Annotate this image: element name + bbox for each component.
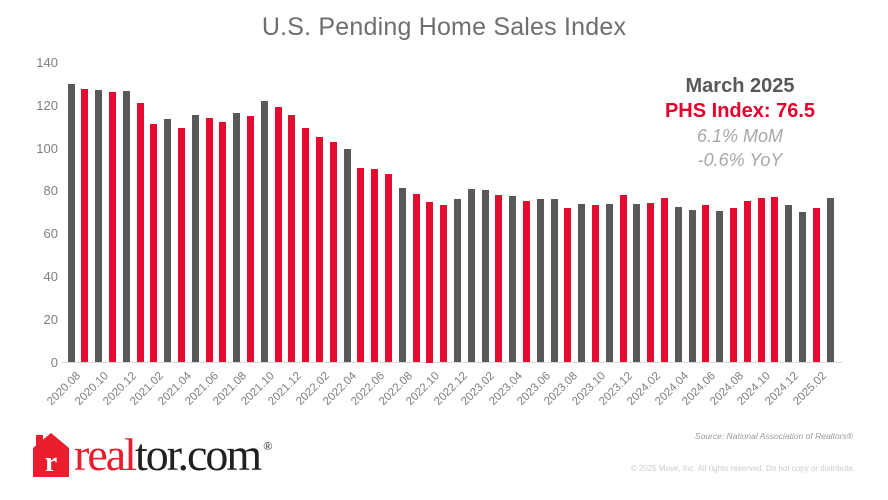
y-axis-label-40: 40 — [43, 269, 58, 285]
bar-2020.12 — [122, 91, 130, 363]
y-axis-label-100: 100 — [36, 140, 58, 156]
bar-2023.01 — [467, 188, 475, 363]
bar-2024.04 — [674, 206, 682, 363]
bar-2021.06 — [205, 117, 213, 363]
logo-text-real: real — [74, 429, 137, 480]
bar-2022.10 — [426, 201, 434, 363]
annotation-callout: March 2025 PHS Index: 76.5 6.1% MoM -0.6… — [620, 74, 860, 172]
realtor-logo: r realtor.com ® — [33, 432, 273, 488]
bar-2022.01 — [302, 127, 310, 363]
bar-2020.10 — [95, 90, 103, 363]
bar-2024.01 — [633, 203, 641, 363]
logo-text-torcom: tor.com — [134, 429, 262, 480]
annotation-yoy: -0.6% YoY — [697, 150, 783, 170]
bar-2021.12 — [288, 114, 296, 363]
bar-2023.10 — [591, 204, 599, 363]
bar-2022.12 — [453, 199, 461, 363]
bar-2021.04 — [177, 127, 185, 363]
realtor-house-icon: r — [33, 433, 69, 477]
bar-2023.09 — [578, 203, 586, 363]
copyright-note: © 2025 Move, Inc. All rights reserved. D… — [630, 464, 855, 473]
annotation-month: March 2025 — [685, 75, 795, 97]
bar-2022.03 — [329, 141, 337, 363]
bar-2023.11 — [605, 203, 613, 363]
bar-2022.07 — [384, 173, 392, 363]
bar-2021.05 — [191, 114, 199, 363]
bar-2022.06 — [371, 169, 379, 363]
annotation-mom: 6.1% MoM — [696, 126, 784, 146]
bar-2022.05 — [357, 168, 365, 363]
bar-2020.08 — [67, 83, 75, 363]
y-axis-label-0: 0 — [50, 355, 58, 370]
bar-2024.09 — [743, 200, 751, 363]
source-note: Source: National Association of Realtors… — [694, 431, 853, 441]
annotation-phs-index: PHS Index: 76.5 — [664, 100, 816, 122]
bar-2024.12 — [785, 204, 793, 363]
bar-2023.07 — [550, 199, 558, 363]
bar-2024.06 — [702, 204, 710, 363]
y-axis-label-60: 60 — [43, 226, 58, 242]
chart-title: U.S. Pending Home Sales Index — [261, 13, 627, 41]
bar-2021.07 — [219, 122, 227, 363]
bar-2022.04 — [343, 149, 351, 363]
bar-2024.03 — [660, 198, 668, 363]
bar-2021.01 — [136, 102, 144, 363]
bar-2023.08 — [564, 208, 572, 363]
bar-2023.06 — [536, 199, 544, 363]
bar-2023.04 — [509, 196, 517, 363]
bar-2024.10 — [757, 198, 765, 363]
logo-wordmark: realtor.com ® — [74, 432, 273, 488]
bar-2023.02 — [481, 189, 489, 363]
bar-2020.11 — [108, 92, 116, 363]
bar-2025.03 — [826, 198, 834, 363]
bar-2022.02 — [315, 137, 323, 363]
bar-2024.07 — [716, 211, 724, 363]
bar-2022.08 — [398, 187, 406, 363]
bar-2021.11 — [274, 107, 282, 363]
bar-2022.09 — [412, 194, 420, 363]
bar-2021.02 — [150, 124, 158, 363]
bar-2024.11 — [771, 197, 779, 363]
y-axis-label-140: 140 — [36, 54, 58, 70]
logo-registered-mark: ® — [263, 439, 273, 453]
bar-2024.05 — [688, 210, 696, 363]
bar-2021.10 — [260, 100, 268, 363]
bar-2025.02 — [812, 208, 820, 363]
bar-2021.09 — [246, 115, 254, 363]
bar-2022.11 — [440, 204, 448, 363]
bar-2023.05 — [522, 200, 530, 363]
bar-2025.01 — [798, 212, 806, 363]
y-axis-label-80: 80 — [43, 183, 58, 199]
y-axis-label-20: 20 — [43, 312, 58, 328]
bar-2021.08 — [233, 112, 241, 363]
bar-2023.12 — [619, 195, 627, 363]
bar-2024.02 — [647, 202, 655, 363]
svg-text:r: r — [45, 447, 57, 477]
bar-2020.09 — [81, 89, 89, 363]
bar-2021.03 — [164, 119, 172, 363]
y-axis-label-120: 120 — [36, 97, 58, 113]
bar-2024.08 — [729, 208, 737, 363]
bar-2023.03 — [495, 195, 503, 363]
x-axis-baseline — [62, 362, 842, 363]
